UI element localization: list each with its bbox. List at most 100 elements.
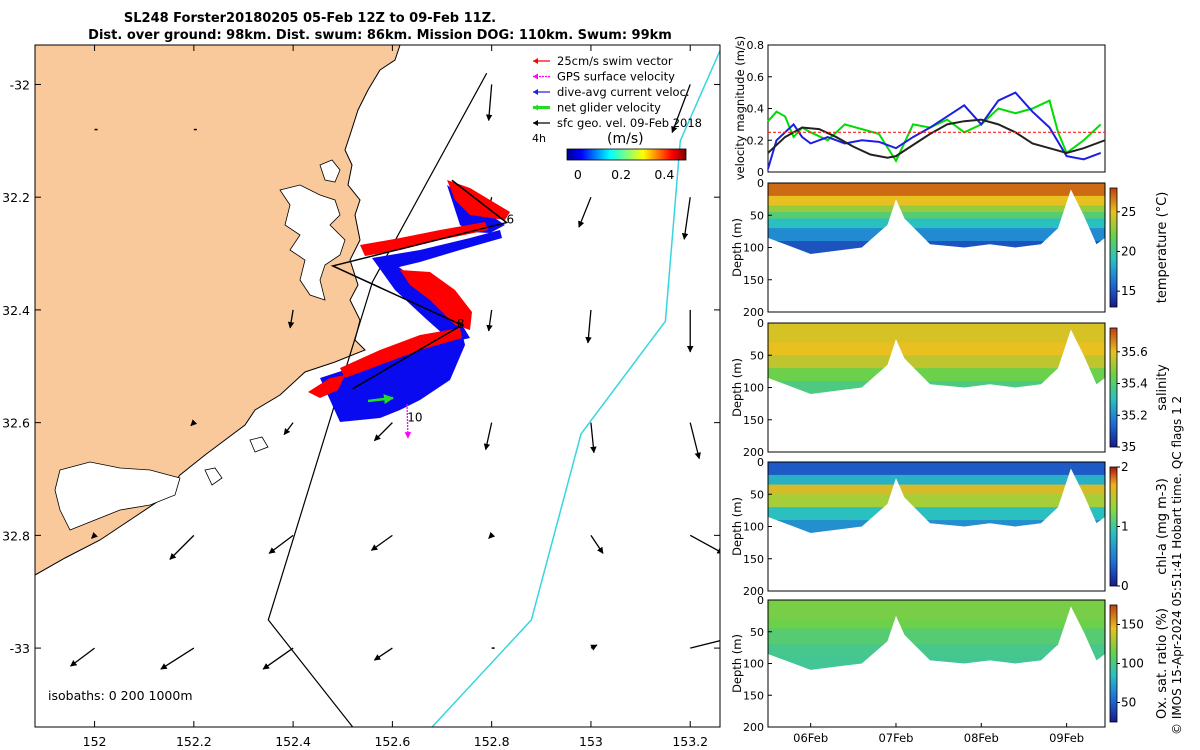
- swim-vector-band: [360, 222, 488, 256]
- dive-avg-current-band: [320, 332, 465, 422]
- velocity-y-tick-label: 0: [757, 166, 764, 179]
- colorbar-tick-label: 1: [1121, 520, 1129, 534]
- depth-tick-label: 150: [743, 414, 764, 427]
- surface-velocity-arrow: [70, 647, 95, 667]
- map-legend: 25cm/s swim vector GPS surface velocitydi…: [532, 54, 702, 182]
- section-layer: [768, 644, 1105, 659]
- day-label: 6: [507, 213, 515, 227]
- time-axis-ticks: 06Feb 07Feb 08Feb 09Feb: [793, 723, 1084, 745]
- section-layer: [768, 195, 1105, 207]
- colorbar-label: temperature (°C): [1155, 192, 1170, 304]
- glider-track: 6 8 10: [308, 179, 514, 439]
- legend-entry: sfc geo. vel. 09-Feb 2018: [533, 116, 702, 130]
- surface-velocity-arrow: [671, 84, 691, 134]
- colorbar-label: chl-a (mg m-3): [1155, 478, 1170, 575]
- surface-velocity-arrow: [486, 309, 493, 332]
- lake: [319, 159, 341, 183]
- depth-tick-label: 150: [743, 274, 764, 287]
- surface-velocity-arrow: [485, 84, 493, 122]
- depth-tick-label: 150: [743, 689, 764, 702]
- surface-velocity-arrow: [268, 534, 294, 554]
- section-colorbar: [1109, 187, 1118, 308]
- colorbar-tick-label: 20: [1121, 244, 1136, 258]
- dive-avg-current-band: [372, 230, 502, 268]
- surface-velocity-arrow: [590, 644, 598, 651]
- surface-velocity-arrow: [287, 309, 295, 329]
- depth-tick-label: 100: [743, 382, 764, 395]
- colorbar-tick-label: 35.6: [1121, 345, 1148, 359]
- depth-tick-label: 50: [750, 209, 764, 222]
- surface-velocity-arrow: [373, 422, 393, 442]
- depth-tick-label: 150: [743, 553, 764, 566]
- colorbar-tick-label: 35.4: [1121, 377, 1148, 391]
- colorbar-tick-label: 0.2: [611, 167, 631, 182]
- depth-tick-label: 100: [743, 521, 764, 534]
- surface-velocity-arrow: [578, 196, 592, 228]
- depth-tick-label: 50: [750, 488, 764, 501]
- surface-velocity-arrow: [590, 422, 597, 454]
- colorbar-tick-label: 35.2: [1121, 408, 1148, 422]
- legend-entry: dive-avg current veloc.: [533, 85, 690, 99]
- x-tick-label: 153.2: [672, 734, 708, 749]
- legend-label: sfc geo. vel. 09-Feb 2018: [557, 116, 702, 130]
- x-tick-label: 152.2: [176, 734, 212, 749]
- surface-velocity-arrow: [370, 534, 393, 551]
- section-layer: [768, 600, 1105, 621]
- legend-label: net glider velocity: [557, 101, 661, 115]
- surface-velocity-arrow: [488, 531, 496, 539]
- surface-velocity-arrow: [160, 647, 195, 670]
- swim-vector-band: [400, 270, 472, 330]
- section-layer: [768, 462, 1105, 476]
- velocity-magnitude-panel: 0 0.2 0.4 0.6 0.8 velocity magnitude (m/s): [733, 36, 1106, 181]
- section-layer: [768, 323, 1105, 344]
- colorbar-tick-label: 100: [1121, 657, 1144, 671]
- depth-axis-label: Depth (m): [730, 218, 744, 277]
- section-layer: [768, 494, 1105, 509]
- depth-tick-label: 200: [743, 721, 764, 734]
- copyright-note: © IMOS 15-Apr-2024 05:51:41 Hobart time.…: [1170, 395, 1184, 735]
- colorbar-label: Ox. sat. ratio (%): [1155, 608, 1170, 719]
- depth-tick-label: 50: [750, 349, 764, 362]
- section-layer: [768, 368, 1105, 383]
- lake: [279, 184, 346, 301]
- x-tick-label: 152.6: [374, 734, 410, 749]
- depth-tick-label: 50: [750, 626, 764, 639]
- depth-tick-label: 0: [757, 594, 764, 607]
- velocity-y-axis-label: velocity magnitude (m/s): [733, 36, 747, 181]
- surface-velocity-arrow: [689, 422, 701, 460]
- swim-vector-band: [340, 328, 462, 378]
- y-tick-label: 32.2: [2, 190, 30, 205]
- colorbar-tick-label: 15: [1121, 284, 1136, 298]
- net-glider-velocity-arrow: [367, 394, 394, 405]
- legend-label: dive-avg current veloc.: [557, 85, 690, 99]
- y-tick-label: 32.6: [2, 416, 30, 431]
- surface-velocity-arrow: [262, 647, 294, 670]
- section-layer: [768, 619, 1105, 630]
- dive-avg-current-band: [372, 258, 470, 342]
- map-axes-box: [34, 44, 721, 728]
- colorbar-tick-label: 2: [1121, 460, 1129, 474]
- depth-axis-label: Depth (m): [730, 358, 744, 417]
- section-colorbar: [1109, 327, 1118, 448]
- surface-velocity-arrow: [169, 534, 195, 560]
- x-tick-label: 152: [83, 734, 107, 749]
- gps-surface-velocity-arrow: [404, 403, 412, 439]
- surface-velocity-arrow: [585, 309, 592, 344]
- swim-vector-band: [308, 375, 345, 398]
- colorbar-label: salinity: [1155, 364, 1170, 411]
- isobaths-label: isobaths: 0 200 1000m: [48, 688, 193, 703]
- colorbar-tick-label: 0: [574, 167, 582, 182]
- day-labels: 6 8 10: [407, 213, 514, 425]
- colorbar-tick-label: 0: [1121, 579, 1129, 593]
- surface-geostrophic-velocity-arrows: [70, 84, 720, 670]
- section-layer: [768, 628, 1105, 646]
- section-colorbar: [1109, 466, 1118, 587]
- velocity-axis-ticks: 0 0.2 0.4 0.6 0.8: [747, 39, 772, 179]
- section-panel-3: 0 50 100 150 200 Depth (m) 0 1 2 chl-a (mg m-3): [730, 456, 1170, 598]
- x-tick-label: 152.8: [474, 734, 510, 749]
- colorbar-tick-label: 25: [1121, 205, 1136, 219]
- day-label: 8: [457, 317, 465, 331]
- depth-tick-label: 0: [757, 456, 764, 469]
- legend-entry: 25cm/s swim vector: [533, 54, 673, 68]
- legend-label: 25cm/s swim vector: [557, 54, 673, 68]
